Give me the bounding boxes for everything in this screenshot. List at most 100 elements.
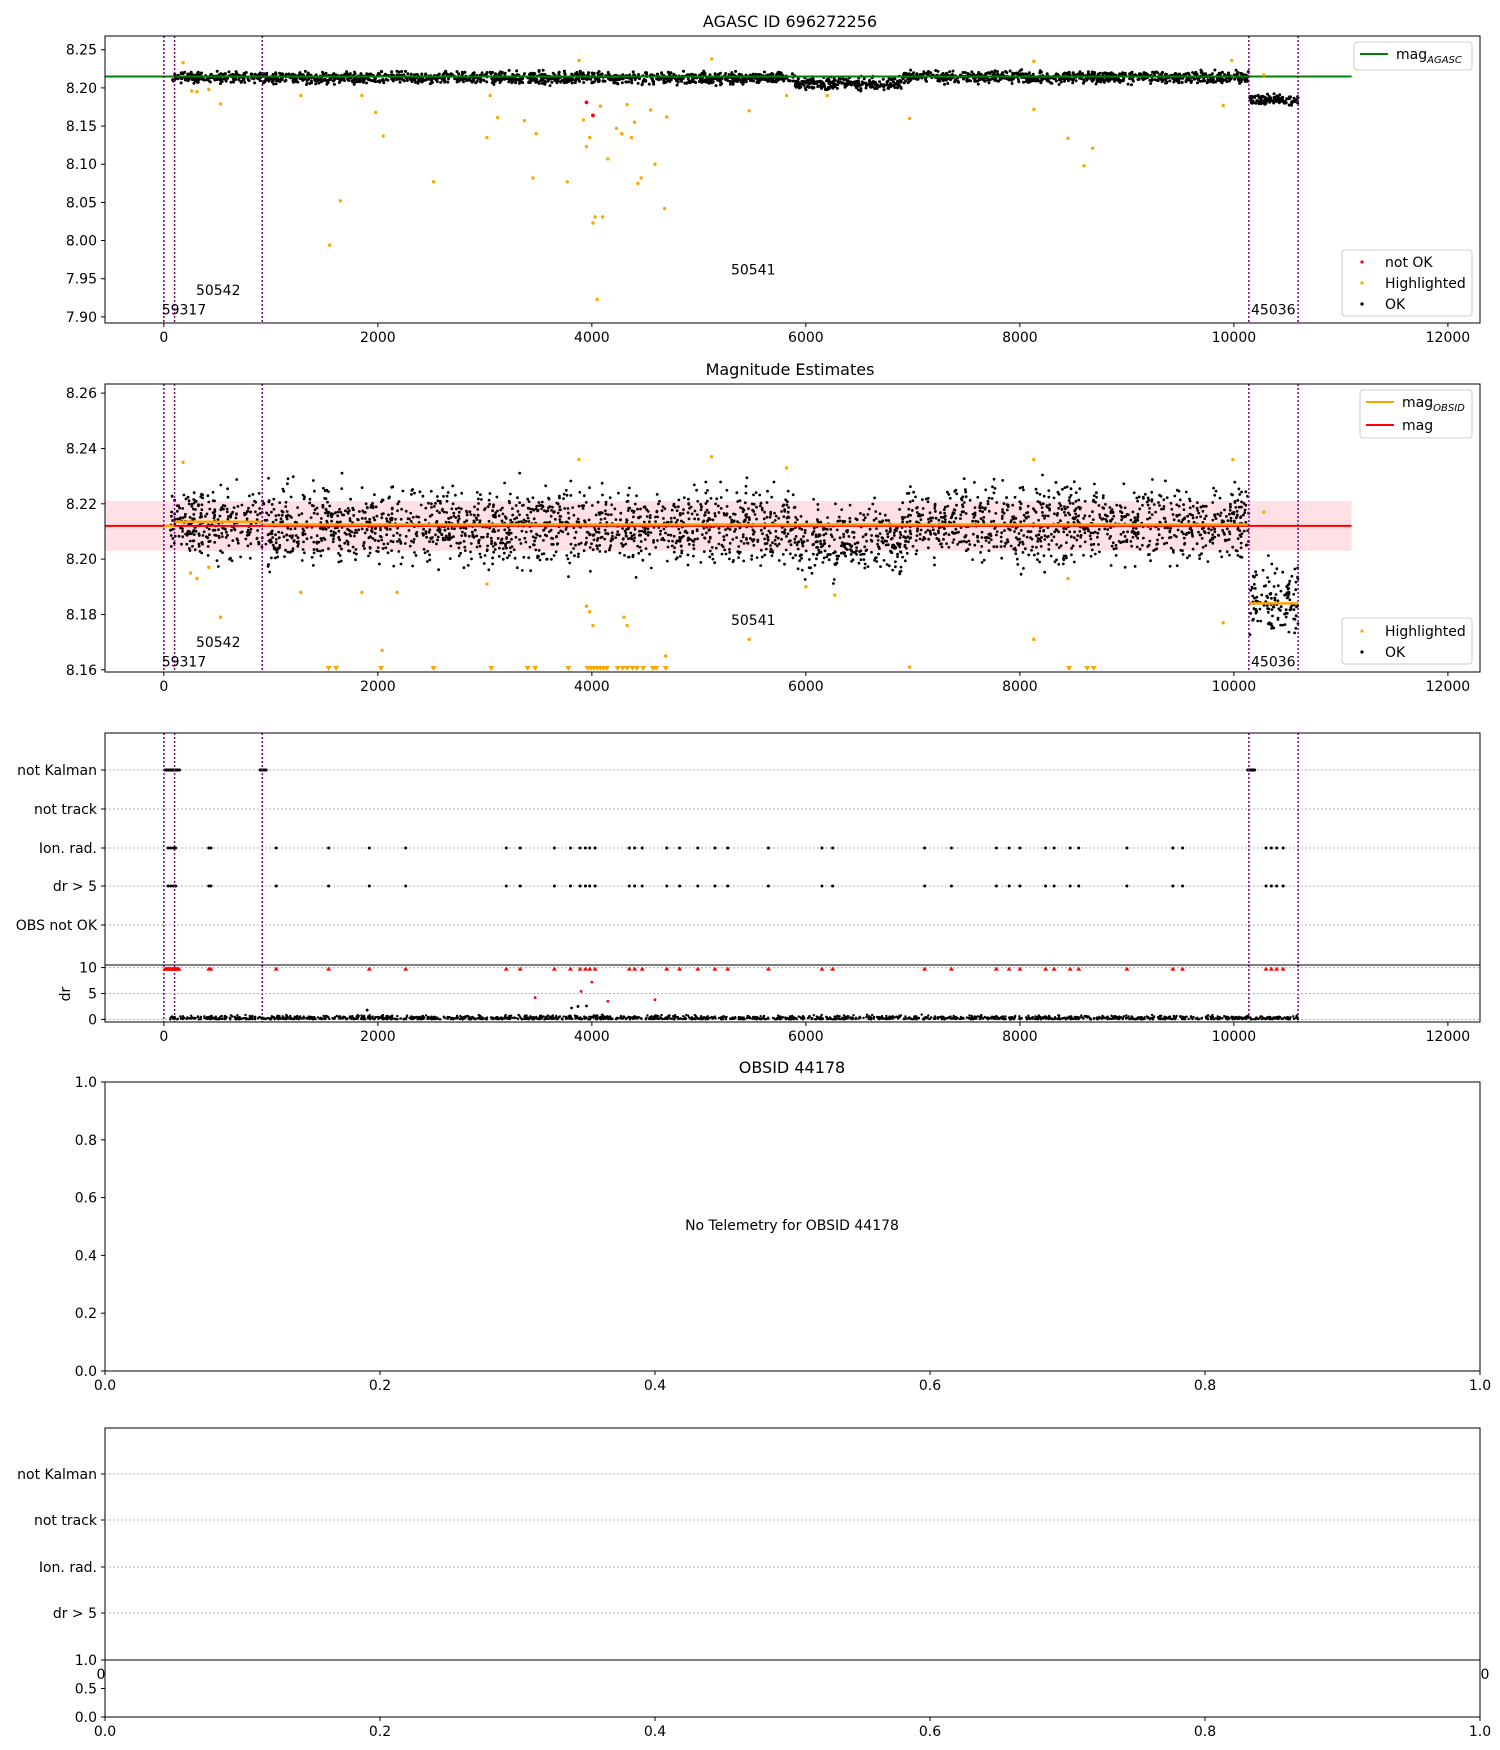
ok-point [472, 71, 476, 75]
ok-point [569, 551, 573, 554]
ok-point [1067, 499, 1071, 502]
ok-point [843, 551, 846, 555]
ok-point [1162, 507, 1165, 511]
ok-point [644, 79, 648, 83]
ok-point [1065, 533, 1069, 537]
ok-point [812, 530, 816, 533]
ok-point [624, 80, 628, 84]
ok-point [663, 507, 667, 511]
ok-point [890, 536, 894, 540]
ok-point [414, 554, 418, 557]
ok-point [848, 516, 852, 520]
ok-point [430, 502, 433, 506]
ok-point [224, 79, 228, 83]
ok-point [1150, 490, 1154, 494]
ok-point [497, 514, 501, 518]
ok-point [629, 531, 633, 535]
ok-point [1089, 531, 1093, 535]
agasc-y-ticks: 8.258.208.158.108.058.007.957.90 [66, 43, 105, 326]
ok-point [457, 79, 461, 83]
ok-point [390, 507, 394, 510]
ok-point [845, 78, 849, 82]
ok-point [703, 536, 706, 540]
ok-point [557, 531, 560, 535]
ok-point [337, 529, 341, 533]
ok-point [223, 504, 227, 508]
ok-point [801, 544, 805, 548]
ok-point [245, 517, 249, 521]
ok-point [465, 511, 469, 514]
ok-point [226, 487, 230, 491]
ok-point [492, 550, 496, 554]
ok-point [378, 562, 381, 566]
ok-point [355, 80, 359, 84]
ok-point [691, 531, 694, 535]
ok-point [881, 519, 885, 523]
ok-point [556, 542, 560, 545]
ok-point [1221, 70, 1224, 74]
ok-point [812, 86, 816, 90]
ok-point [796, 567, 800, 571]
ok-point [208, 80, 212, 84]
ok-point [528, 545, 532, 549]
ok-point [486, 505, 490, 508]
ok-point [674, 557, 678, 561]
ok-point [676, 539, 680, 543]
ok-point [1243, 78, 1247, 82]
ok-point [463, 545, 467, 549]
ok-point [860, 83, 864, 86]
ok-point [971, 558, 974, 561]
ok-point [321, 503, 325, 507]
ok-point [350, 530, 353, 534]
ok-point [741, 507, 745, 510]
ok-point [1195, 72, 1199, 76]
ok-point [578, 69, 582, 73]
ok-point [677, 505, 680, 509]
ok-point [1156, 538, 1159, 542]
ok-point [575, 77, 579, 81]
ok-point [448, 532, 451, 536]
ok-point [751, 532, 755, 536]
ok-point [685, 531, 689, 535]
ok-point [409, 72, 413, 76]
ok-point [842, 532, 845, 536]
highlighted-point [1032, 107, 1036, 111]
ok-point [357, 76, 360, 80]
ok-point [777, 516, 781, 520]
ok-point [313, 489, 316, 493]
ok-point [518, 501, 521, 504]
ok-point [1262, 101, 1266, 105]
ok-point [1040, 506, 1044, 509]
agasc-legend-top[interactable]: magAGASC [1353, 41, 1473, 71]
ok-point [243, 80, 247, 84]
ok-point [242, 72, 246, 76]
ok-point [330, 519, 333, 523]
ok-point [336, 77, 340, 80]
ok-point [200, 551, 204, 555]
ok-point [810, 571, 814, 575]
ok-point [1204, 72, 1207, 76]
ok-point [297, 542, 300, 546]
ok-point [1213, 68, 1217, 72]
ok-point [514, 81, 518, 85]
ok-point [392, 564, 396, 568]
ok-point [719, 507, 723, 510]
ok-point [610, 78, 614, 82]
ok-point [485, 80, 489, 84]
ok-point [1223, 508, 1226, 512]
ok-point [445, 511, 448, 514]
agasc-legend-bottom[interactable]: not OK Highlighted OK [1341, 249, 1473, 317]
ok-point [1250, 99, 1254, 103]
ok-point [724, 528, 727, 531]
ok-point [312, 511, 316, 515]
ok-point [401, 78, 405, 82]
ok-point [676, 518, 679, 522]
ok-point [192, 539, 196, 543]
ok-point [756, 80, 759, 83]
ok-point [541, 68, 545, 72]
ok-point [888, 530, 892, 534]
ok-point [302, 540, 305, 544]
ok-point [813, 563, 817, 567]
highlighted-point [522, 119, 527, 123]
